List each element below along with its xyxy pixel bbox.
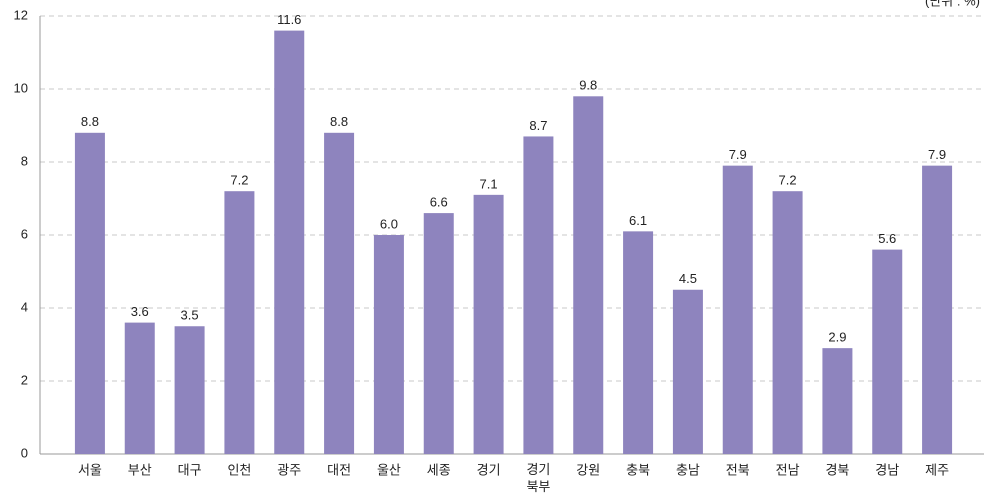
x-tick-label: 부산 xyxy=(128,462,152,477)
bar xyxy=(473,194,504,454)
bar xyxy=(423,213,454,454)
value-label: 8.7 xyxy=(529,118,547,133)
bar xyxy=(822,348,853,454)
value-label: 3.6 xyxy=(131,304,149,319)
y-tick-label: 0 xyxy=(21,445,28,460)
y-tick-label: 8 xyxy=(21,153,28,168)
value-label: 8.8 xyxy=(330,114,348,129)
bar xyxy=(573,96,604,455)
value-label: 5.6 xyxy=(878,231,896,246)
x-tick-label: 전북 xyxy=(726,462,750,477)
x-tick-label: 경기 xyxy=(477,462,501,477)
bar xyxy=(174,326,205,454)
bar xyxy=(623,231,654,454)
x-tick-label: 강원 xyxy=(576,462,600,477)
x-tick-label: 광주 xyxy=(277,462,301,477)
y-tick-label: 12 xyxy=(14,7,28,22)
value-label: 3.5 xyxy=(181,308,199,323)
value-label: 7.1 xyxy=(480,176,498,191)
x-tick-label: 경북 xyxy=(825,462,849,477)
bar xyxy=(722,165,753,454)
value-label: 6.6 xyxy=(430,195,448,210)
x-tick-label: 경기 북부 xyxy=(526,462,550,494)
y-tick-label: 6 xyxy=(21,226,28,241)
y-tick-label: 4 xyxy=(21,299,28,314)
x-tick-label: 세종 xyxy=(427,462,451,477)
x-tick-label: 대전 xyxy=(327,462,351,477)
bar xyxy=(672,289,703,454)
bar xyxy=(74,132,105,455)
x-tick-label: 충북 xyxy=(626,462,650,477)
bar xyxy=(373,235,404,454)
value-label: 11.6 xyxy=(277,12,301,27)
x-tick-label: 대구 xyxy=(178,462,202,477)
value-label: 6.0 xyxy=(380,216,398,231)
bar xyxy=(872,249,903,454)
y-tick-label: 2 xyxy=(21,372,28,387)
value-label: 2.9 xyxy=(828,330,846,345)
value-label: 9.8 xyxy=(579,78,597,93)
x-tick-label: 울산 xyxy=(377,462,401,477)
bar xyxy=(124,322,155,454)
x-tick-label: 제주 xyxy=(925,462,949,477)
x-tick-label: 전남 xyxy=(776,462,800,477)
y-tick-label: 10 xyxy=(14,80,28,95)
x-tick-label: 인천 xyxy=(227,462,251,477)
bar xyxy=(772,191,803,454)
x-tick-label: 서울 xyxy=(78,462,102,477)
x-tick-label: 경남 xyxy=(875,462,899,477)
value-label: 4.5 xyxy=(679,271,697,286)
bar xyxy=(523,136,554,454)
value-label: 7.9 xyxy=(928,147,946,162)
bar xyxy=(922,165,953,454)
value-label: 8.8 xyxy=(81,114,99,129)
value-label: 7.2 xyxy=(230,173,248,188)
bar xyxy=(324,132,355,455)
value-label: 6.1 xyxy=(629,213,647,228)
bar xyxy=(224,191,255,454)
x-tick-label: 충남 xyxy=(676,462,700,477)
value-label: 7.2 xyxy=(779,173,797,188)
bar xyxy=(274,30,305,454)
unit-label: (단위 : %) xyxy=(925,0,980,8)
value-label: 7.9 xyxy=(729,147,747,162)
